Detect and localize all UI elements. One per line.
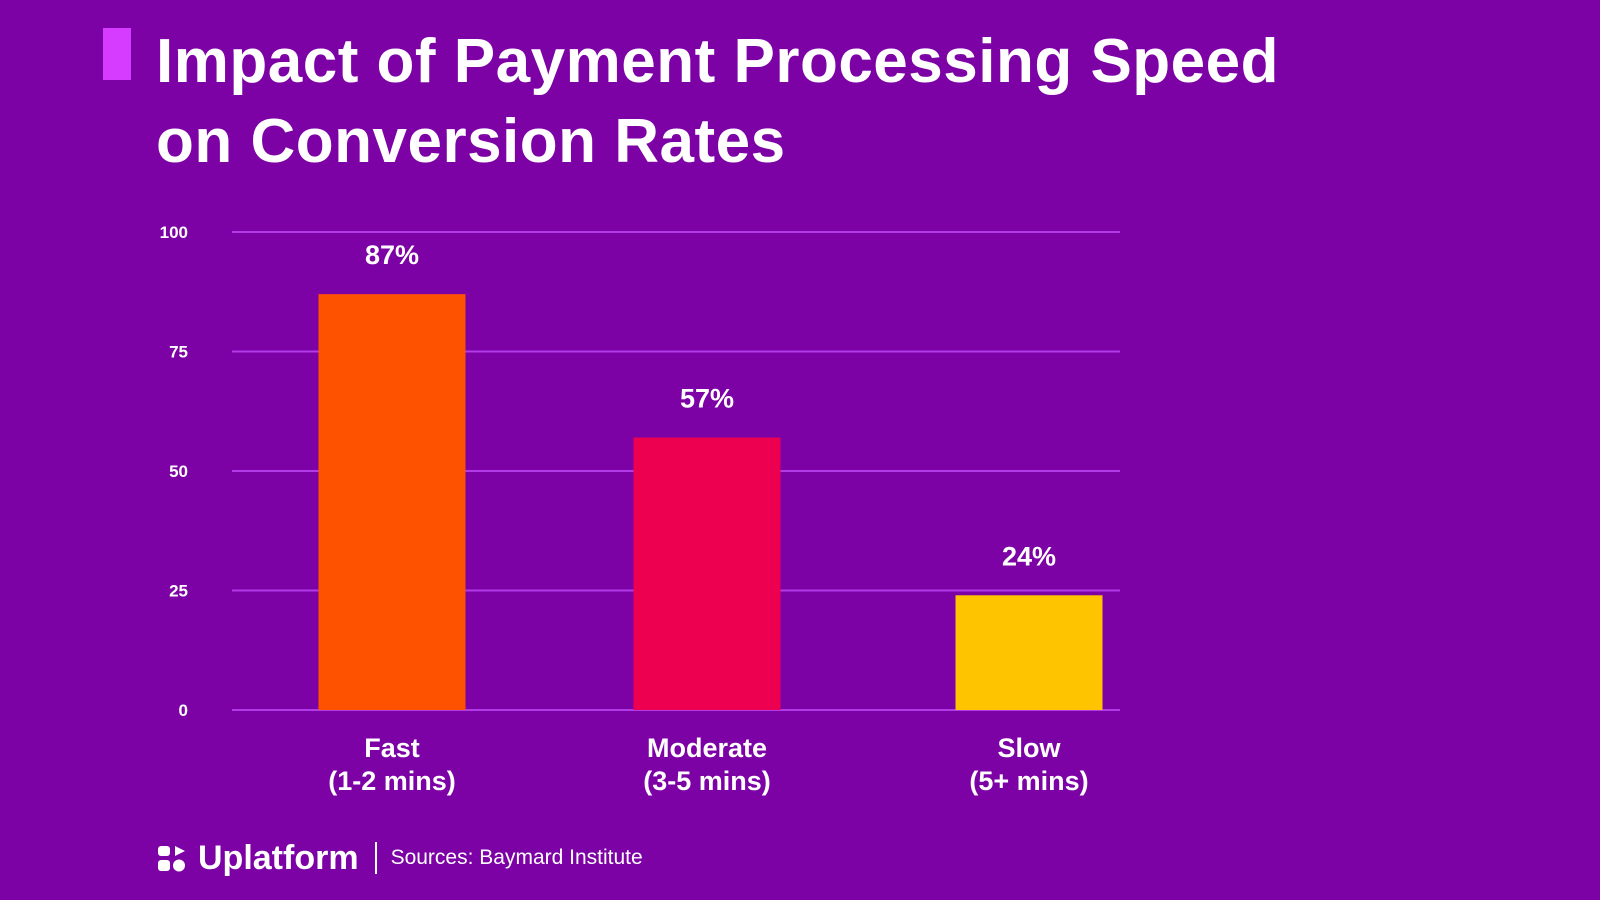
x-tick-label: Fast xyxy=(364,733,420,763)
uplatform-logo-icon xyxy=(158,846,185,872)
page-title: Impact of Payment Processing Speed on Co… xyxy=(156,22,1456,182)
bar xyxy=(955,595,1103,710)
x-tick-sublabel: (5+ mins) xyxy=(969,766,1088,796)
footer-divider xyxy=(374,842,377,874)
x-tick-sublabel: (3-5 mins) xyxy=(643,766,771,796)
y-tick-label: 50 xyxy=(169,462,188,481)
data-label: 87% xyxy=(365,240,419,270)
y-tick-label: 75 xyxy=(169,343,188,362)
data-label: 24% xyxy=(1002,541,1056,571)
y-tick-label: 100 xyxy=(160,223,188,242)
bars xyxy=(318,294,1103,710)
labels: 0 25 50 75 100 87% Fast(1-2 mins) 57% Moderate(3… xyxy=(160,223,1089,796)
bar xyxy=(633,437,781,710)
footer: Uplatform Sources: Baymard Institute xyxy=(156,836,643,880)
title-line-2: on Conversion Rates xyxy=(156,107,786,176)
bar xyxy=(318,294,466,710)
y-tick-label: 25 xyxy=(169,582,188,601)
x-tick-sublabel: (1-2 mins) xyxy=(328,766,456,796)
brand-name: Uplatform xyxy=(198,838,359,877)
y-tick-label: 0 xyxy=(179,701,188,720)
title-line-1: Impact of Payment Processing Speed xyxy=(156,27,1280,96)
source-text: Sources: Baymard Institute xyxy=(390,846,643,869)
data-label: 57% xyxy=(680,384,734,414)
x-tick-label: Slow xyxy=(997,733,1061,763)
title-accent-bar xyxy=(103,28,131,80)
x-tick-label: Moderate xyxy=(647,733,767,763)
